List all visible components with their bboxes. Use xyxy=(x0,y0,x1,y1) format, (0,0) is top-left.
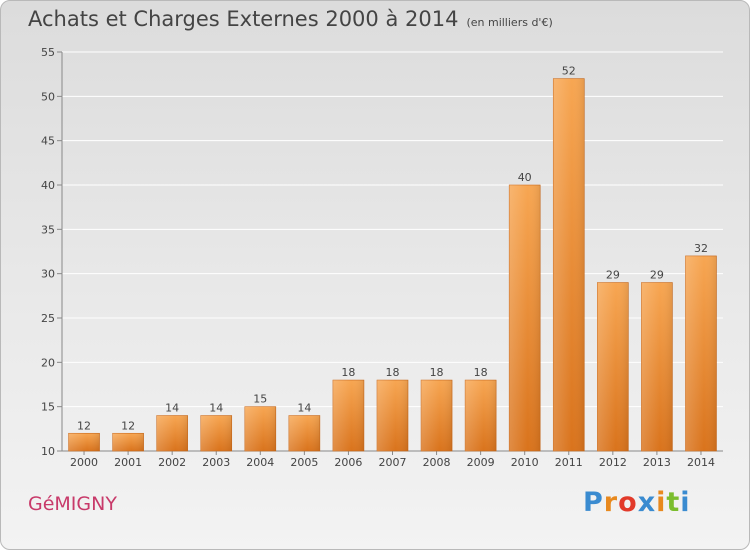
bar-shade-2009 xyxy=(465,380,497,451)
chart-title-text: Achats et Charges Externes 2000 à 2014 xyxy=(28,7,459,31)
bar-shade-2007 xyxy=(377,380,408,451)
bar-value-label: 18 xyxy=(386,366,400,379)
x-tick-label: 2007 xyxy=(379,456,407,469)
y-tick-label: 45 xyxy=(41,135,55,148)
bar-value-label: 52 xyxy=(562,65,576,78)
brand-letter: x xyxy=(637,487,657,518)
brand-letter: t xyxy=(666,487,681,518)
bar-shade-2000 xyxy=(68,433,100,451)
bar-value-label: 14 xyxy=(165,402,179,415)
label-layer: 10 15 20 25 30 35 40 45 50 55 12 2000 12 2001 14 2002 14… xyxy=(41,46,715,469)
x-tick-label: 2012 xyxy=(599,456,627,469)
chart-title: Achats et Charges Externes 2000 à 2014 (e… xyxy=(28,7,553,31)
x-tick-label: 2013 xyxy=(643,456,671,469)
bar-value-label: 18 xyxy=(341,366,355,379)
x-tick-label: 2003 xyxy=(202,456,230,469)
bar-value-label: 40 xyxy=(518,171,532,184)
bar-shade-2005 xyxy=(288,415,320,451)
y-tick-label: 15 xyxy=(41,401,55,414)
bar-shade-2011 xyxy=(553,78,585,451)
x-tick-label: 2004 xyxy=(246,456,274,469)
brand-letter: r xyxy=(603,487,619,518)
x-tick-label: 2008 xyxy=(423,456,451,469)
brand-letter: o xyxy=(618,487,638,518)
x-tick-label: 2000 xyxy=(70,456,98,469)
bar-shade-2014 xyxy=(685,255,717,451)
brand-letter: P xyxy=(583,487,604,518)
bar-value-label: 29 xyxy=(606,269,620,282)
bar-shade-2008 xyxy=(421,380,453,451)
bar-value-label: 15 xyxy=(253,393,267,406)
bar-shade-2006 xyxy=(332,380,364,451)
y-tick-label: 35 xyxy=(41,223,55,236)
brand-letter: i xyxy=(680,487,691,518)
bar-value-label: 32 xyxy=(694,242,708,255)
bar-value-label: 18 xyxy=(430,366,444,379)
y-tick-label: 50 xyxy=(41,90,55,103)
brand-letter: i xyxy=(656,487,667,518)
proxiti-logo: Proxiti xyxy=(583,487,691,518)
bar-value-label: 14 xyxy=(209,402,223,415)
x-tick-label: 2009 xyxy=(467,456,495,469)
x-tick-label: 2002 xyxy=(158,456,186,469)
bar-value-label: 18 xyxy=(474,366,488,379)
x-tick-label: 2014 xyxy=(687,456,715,469)
bar-layer xyxy=(68,78,717,452)
x-tick-label: 2001 xyxy=(114,456,142,469)
bar-shade-2010 xyxy=(509,185,541,451)
bar-shade-2002 xyxy=(156,415,188,451)
bar-value-label: 29 xyxy=(650,269,664,282)
bar-shade-2013 xyxy=(641,282,673,451)
bar-shade-2004 xyxy=(244,406,276,451)
y-tick-label: 10 xyxy=(41,445,55,458)
x-tick-label: 2006 xyxy=(334,456,362,469)
y-tick-label: 55 xyxy=(41,46,55,59)
y-tick-label: 25 xyxy=(41,312,55,325)
bar-shade-2003 xyxy=(200,415,232,451)
x-tick-label: 2005 xyxy=(290,456,318,469)
chart-unit: (en milliers d'€) xyxy=(466,16,553,29)
y-tick-label: 30 xyxy=(41,268,55,281)
x-tick-label: 2011 xyxy=(555,456,583,469)
bar-value-label: 14 xyxy=(297,402,311,415)
y-tick-label: 20 xyxy=(41,356,55,369)
y-tick-label: 40 xyxy=(41,179,55,192)
bar-shade-2001 xyxy=(112,433,144,451)
bar-shade-2012 xyxy=(597,282,629,451)
x-tick-label: 2010 xyxy=(511,456,539,469)
commune-name: GéMIGNY xyxy=(28,493,117,515)
bar-value-label: 12 xyxy=(121,419,135,432)
bar-value-label: 12 xyxy=(77,419,91,432)
